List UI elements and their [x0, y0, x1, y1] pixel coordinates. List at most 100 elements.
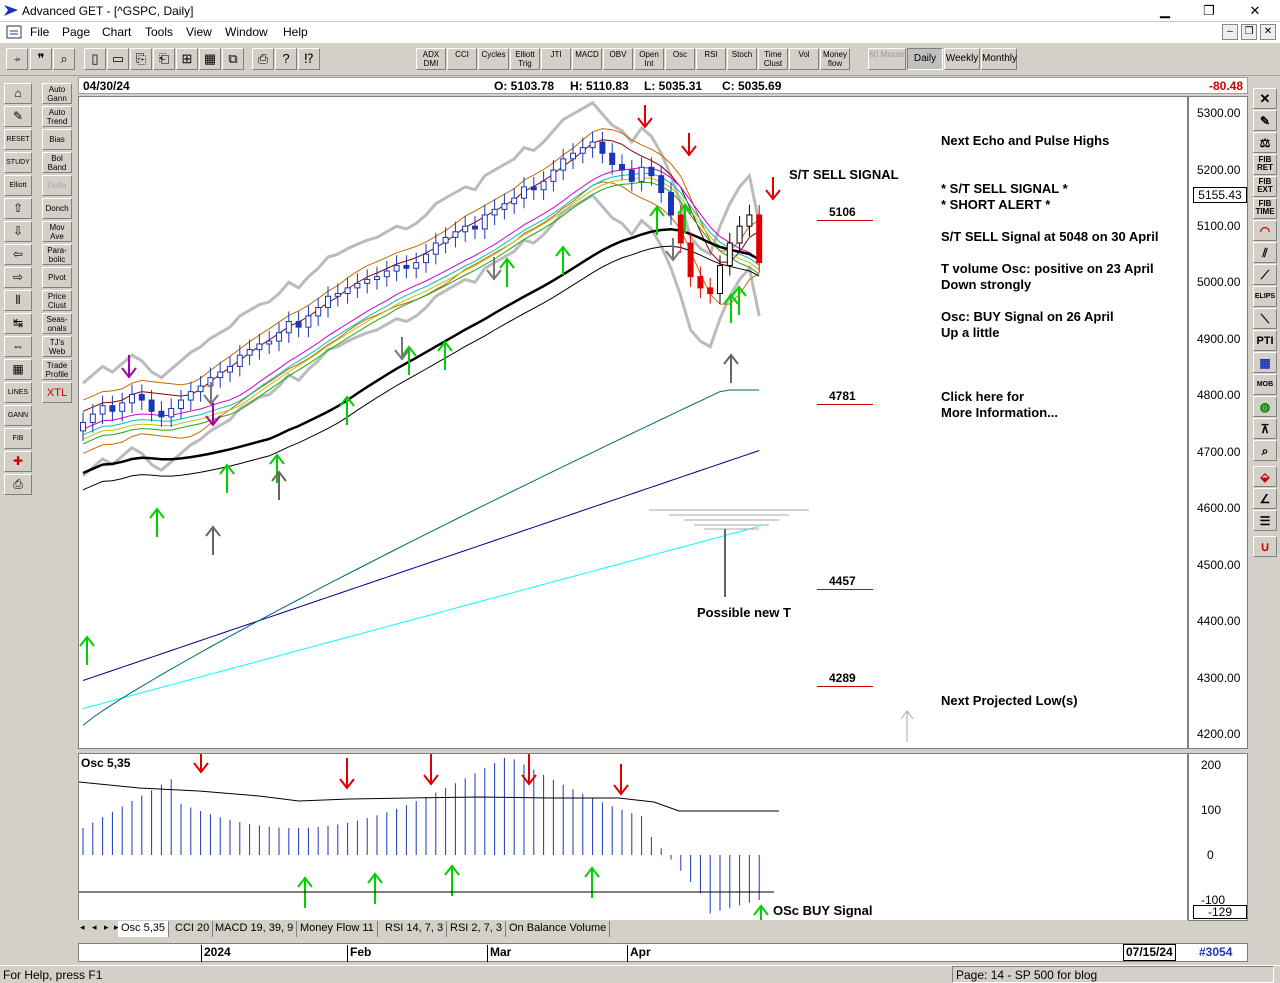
tile-icon[interactable]: ⧉ [222, 48, 244, 70]
report-icon[interactable]: ⎙ [4, 474, 32, 495]
gann-icon[interactable]: GANN [4, 405, 32, 426]
trendline-icon[interactable]: ⟍ [1253, 308, 1277, 329]
pencil-icon[interactable]: ✎ [1253, 110, 1277, 131]
tab-rsi-2[interactable]: RSI 2, 7, 3 [447, 921, 506, 937]
menu-file[interactable]: File [30, 25, 50, 39]
tab-first-icon[interactable]: ◂ [80, 922, 85, 932]
menu-chart[interactable]: Chart [102, 25, 132, 39]
mdi-close-button[interactable]: ✕ [1260, 24, 1276, 40]
study-adx-dmi-button[interactable]: ADX DMI [416, 48, 446, 70]
tool-bias[interactable]: Bias [42, 129, 72, 150]
timeframe-weekly-button[interactable]: Weekly [944, 48, 980, 70]
tab-rsi-14[interactable]: RSI 14, 7, 3 [382, 921, 448, 937]
tab-cci[interactable]: CCI 20 [172, 921, 214, 937]
study-time-clust-button[interactable]: Time Clust [758, 48, 788, 70]
folder-icon[interactable]: ⌂ [4, 83, 32, 104]
oscillator-panel[interactable]: Osc 5,35 OSc BUY Signal [78, 753, 1188, 921]
angle-icon[interactable]: ∠ [1253, 488, 1277, 509]
tab-last-icon[interactable]: ▸ [114, 922, 119, 932]
globe-icon[interactable]: ◍ [1253, 396, 1277, 417]
magnet-icon[interactable]: ∪ [1253, 536, 1277, 557]
mob-button[interactable]: MOB [1253, 374, 1277, 395]
fib-ret-button[interactable]: FIB RET [1253, 154, 1277, 175]
tool-donch[interactable]: Donch [42, 198, 72, 219]
study-rsi-button[interactable]: RSI [696, 48, 726, 70]
grid-tool-icon[interactable]: ▦ [1253, 352, 1277, 373]
menu-tools[interactable]: Tools [145, 25, 174, 39]
ruler-icon[interactable]: ⚖ [1253, 132, 1277, 153]
open-icon[interactable]: ▭ [107, 48, 129, 70]
new-page-icon[interactable]: ▯ [84, 48, 106, 70]
bars-icon[interactable]: ⫴ [4, 290, 32, 311]
timeframe-60-minute-button[interactable]: 60 Minute [868, 48, 906, 70]
lines-icon[interactable]: LINES [4, 382, 32, 403]
mdi-restore-button[interactable]: ❐ [1241, 24, 1257, 40]
pti-button[interactable]: PTI [1253, 330, 1277, 351]
copy-icon[interactable]: ⎘ [130, 48, 152, 70]
restore-button[interactable]: ❐ [1203, 3, 1215, 18]
study-vol-button[interactable]: Vol [789, 48, 819, 70]
more-info-link[interactable]: Click here for [941, 389, 1025, 404]
tab-money-flow[interactable]: Money Flow 11 [297, 921, 378, 937]
study-obv-button[interactable]: OBV [603, 48, 633, 70]
tab-osc[interactable]: Osc 5,35 [118, 921, 170, 937]
tool-pivot[interactable]: Pivot [42, 267, 72, 288]
tool-parabolic[interactable]: Para-bolic [42, 244, 72, 265]
study-elliott-trig-button[interactable]: Elliott Trig [510, 48, 540, 70]
timeframe-monthly-button[interactable]: Monthly [981, 48, 1017, 70]
tool-tjs-web[interactable]: TJ's Web [42, 336, 72, 357]
help-icon[interactable]: ? [275, 48, 297, 70]
tool-bol-band[interactable]: Bol Band [42, 152, 72, 173]
tool-auto-trend[interactable]: Auto Trend [42, 106, 72, 127]
tool-trade-profile[interactable]: Trade Profile [42, 359, 72, 380]
study-macd-button[interactable]: MACD [572, 48, 602, 70]
spacing-icon[interactable]: ↹ [4, 313, 32, 334]
cursor-tool-icon[interactable]: ⍆ [6, 48, 28, 70]
close-button[interactable]: ✕ [1249, 3, 1261, 18]
minimize-button[interactable]: ▁ [1160, 3, 1170, 18]
doc-menu-icon[interactable] [6, 25, 22, 39]
fib-time-button[interactable]: FIB TIME [1253, 198, 1277, 219]
elliott-icon[interactable]: Elliott [4, 175, 32, 196]
more-info-link-2[interactable]: More Information... [941, 405, 1058, 420]
tab-next-icon[interactable]: ▸ [104, 922, 109, 932]
arrow-right-icon[interactable]: ⇨ [4, 267, 32, 288]
layout-icon[interactable]: ⊞ [176, 48, 198, 70]
price-chart[interactable]: S/T SELL SIGNAL Possible new T 5106 4781… [78, 96, 1188, 749]
study-stoch-button[interactable]: Stoch [727, 48, 757, 70]
study-icon[interactable]: STUDY [4, 152, 32, 173]
draw-icon[interactable]: ✎ [4, 106, 32, 127]
mdi-minimize-button[interactable]: – [1222, 24, 1238, 40]
crosshair-icon[interactable]: ✚ [4, 451, 32, 472]
marker-icon[interactable]: ⬙ [1253, 466, 1277, 487]
table-icon[interactable]: ▦ [4, 359, 32, 380]
study-osc-button[interactable]: Osc [665, 48, 695, 70]
tool-seasonals[interactable]: Seas-onals [42, 313, 72, 334]
tool-delta[interactable]: Delta [42, 175, 72, 196]
tab-macd[interactable]: MACD 19, 39, 9 [212, 921, 298, 937]
tool-price-clust[interactable]: Price Clust [42, 290, 72, 311]
arrow-down-icon[interactable]: ⇩ [4, 221, 32, 242]
study-open-int-button[interactable]: Open Int [634, 48, 664, 70]
context-help-icon[interactable]: ⁉ [298, 48, 320, 70]
elips-button[interactable]: ELIPS [1253, 286, 1277, 307]
menu-view[interactable]: View [186, 25, 212, 39]
close-tool-icon[interactable]: ✕ [1253, 88, 1277, 109]
study-cycles-button[interactable]: Cycles [478, 48, 509, 70]
arrow-left-icon[interactable]: ⇦ [4, 244, 32, 265]
study-cci-button[interactable]: CCI [447, 48, 477, 70]
measure-icon[interactable]: ⊼ [1253, 418, 1277, 439]
menu-window[interactable]: Window [225, 25, 268, 39]
quote-icon[interactable]: ❞ [30, 48, 52, 70]
list-icon[interactable]: ☰ [1253, 510, 1277, 531]
menu-help[interactable]: Help [283, 25, 308, 39]
zoom-in-icon[interactable]: ⌕ [1253, 440, 1277, 461]
zoom-icon[interactable]: ⌕ [53, 48, 75, 70]
grid-icon[interactable]: ▦ [199, 48, 221, 70]
paste-icon[interactable]: ⎗ [153, 48, 175, 70]
study-jti-button[interactable]: JTI [541, 48, 571, 70]
channel-icon[interactable]: ⫽ [1253, 242, 1277, 263]
timeframe-daily-button[interactable]: Daily [907, 48, 943, 70]
tool-mov-ave[interactable]: Mov Ave [42, 221, 72, 242]
arrow-up-icon[interactable]: ⇧ [4, 198, 32, 219]
